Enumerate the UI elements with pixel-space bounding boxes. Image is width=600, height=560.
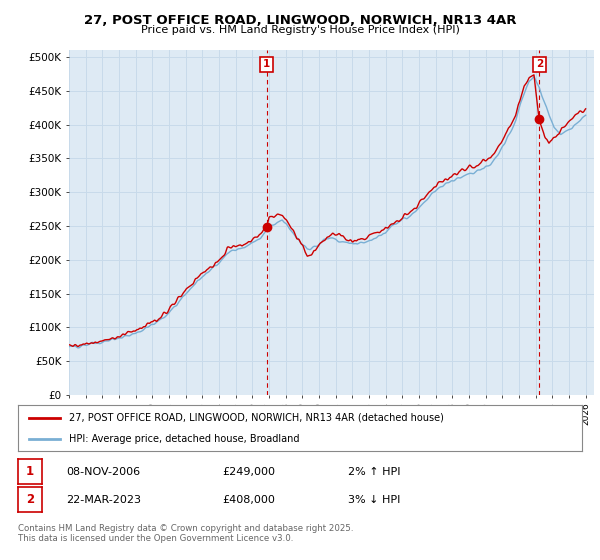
Text: 27, POST OFFICE ROAD, LINGWOOD, NORWICH, NR13 4AR (detached house): 27, POST OFFICE ROAD, LINGWOOD, NORWICH,… bbox=[69, 413, 443, 423]
Text: 3% ↓ HPI: 3% ↓ HPI bbox=[348, 495, 400, 505]
Text: 2% ↑ HPI: 2% ↑ HPI bbox=[348, 467, 401, 477]
Text: Contains HM Land Registry data © Crown copyright and database right 2025.
This d: Contains HM Land Registry data © Crown c… bbox=[18, 524, 353, 543]
Text: 1: 1 bbox=[26, 465, 34, 478]
Text: HPI: Average price, detached house, Broadland: HPI: Average price, detached house, Broa… bbox=[69, 435, 299, 444]
Text: £408,000: £408,000 bbox=[222, 495, 275, 505]
Text: 08-NOV-2006: 08-NOV-2006 bbox=[66, 467, 140, 477]
Text: 2: 2 bbox=[26, 493, 34, 506]
Text: 1: 1 bbox=[263, 59, 270, 69]
Text: 27, POST OFFICE ROAD, LINGWOOD, NORWICH, NR13 4AR: 27, POST OFFICE ROAD, LINGWOOD, NORWICH,… bbox=[84, 14, 516, 27]
Text: 2: 2 bbox=[536, 59, 543, 69]
Text: £249,000: £249,000 bbox=[222, 467, 275, 477]
Text: 22-MAR-2023: 22-MAR-2023 bbox=[66, 495, 141, 505]
Text: Price paid vs. HM Land Registry's House Price Index (HPI): Price paid vs. HM Land Registry's House … bbox=[140, 25, 460, 35]
